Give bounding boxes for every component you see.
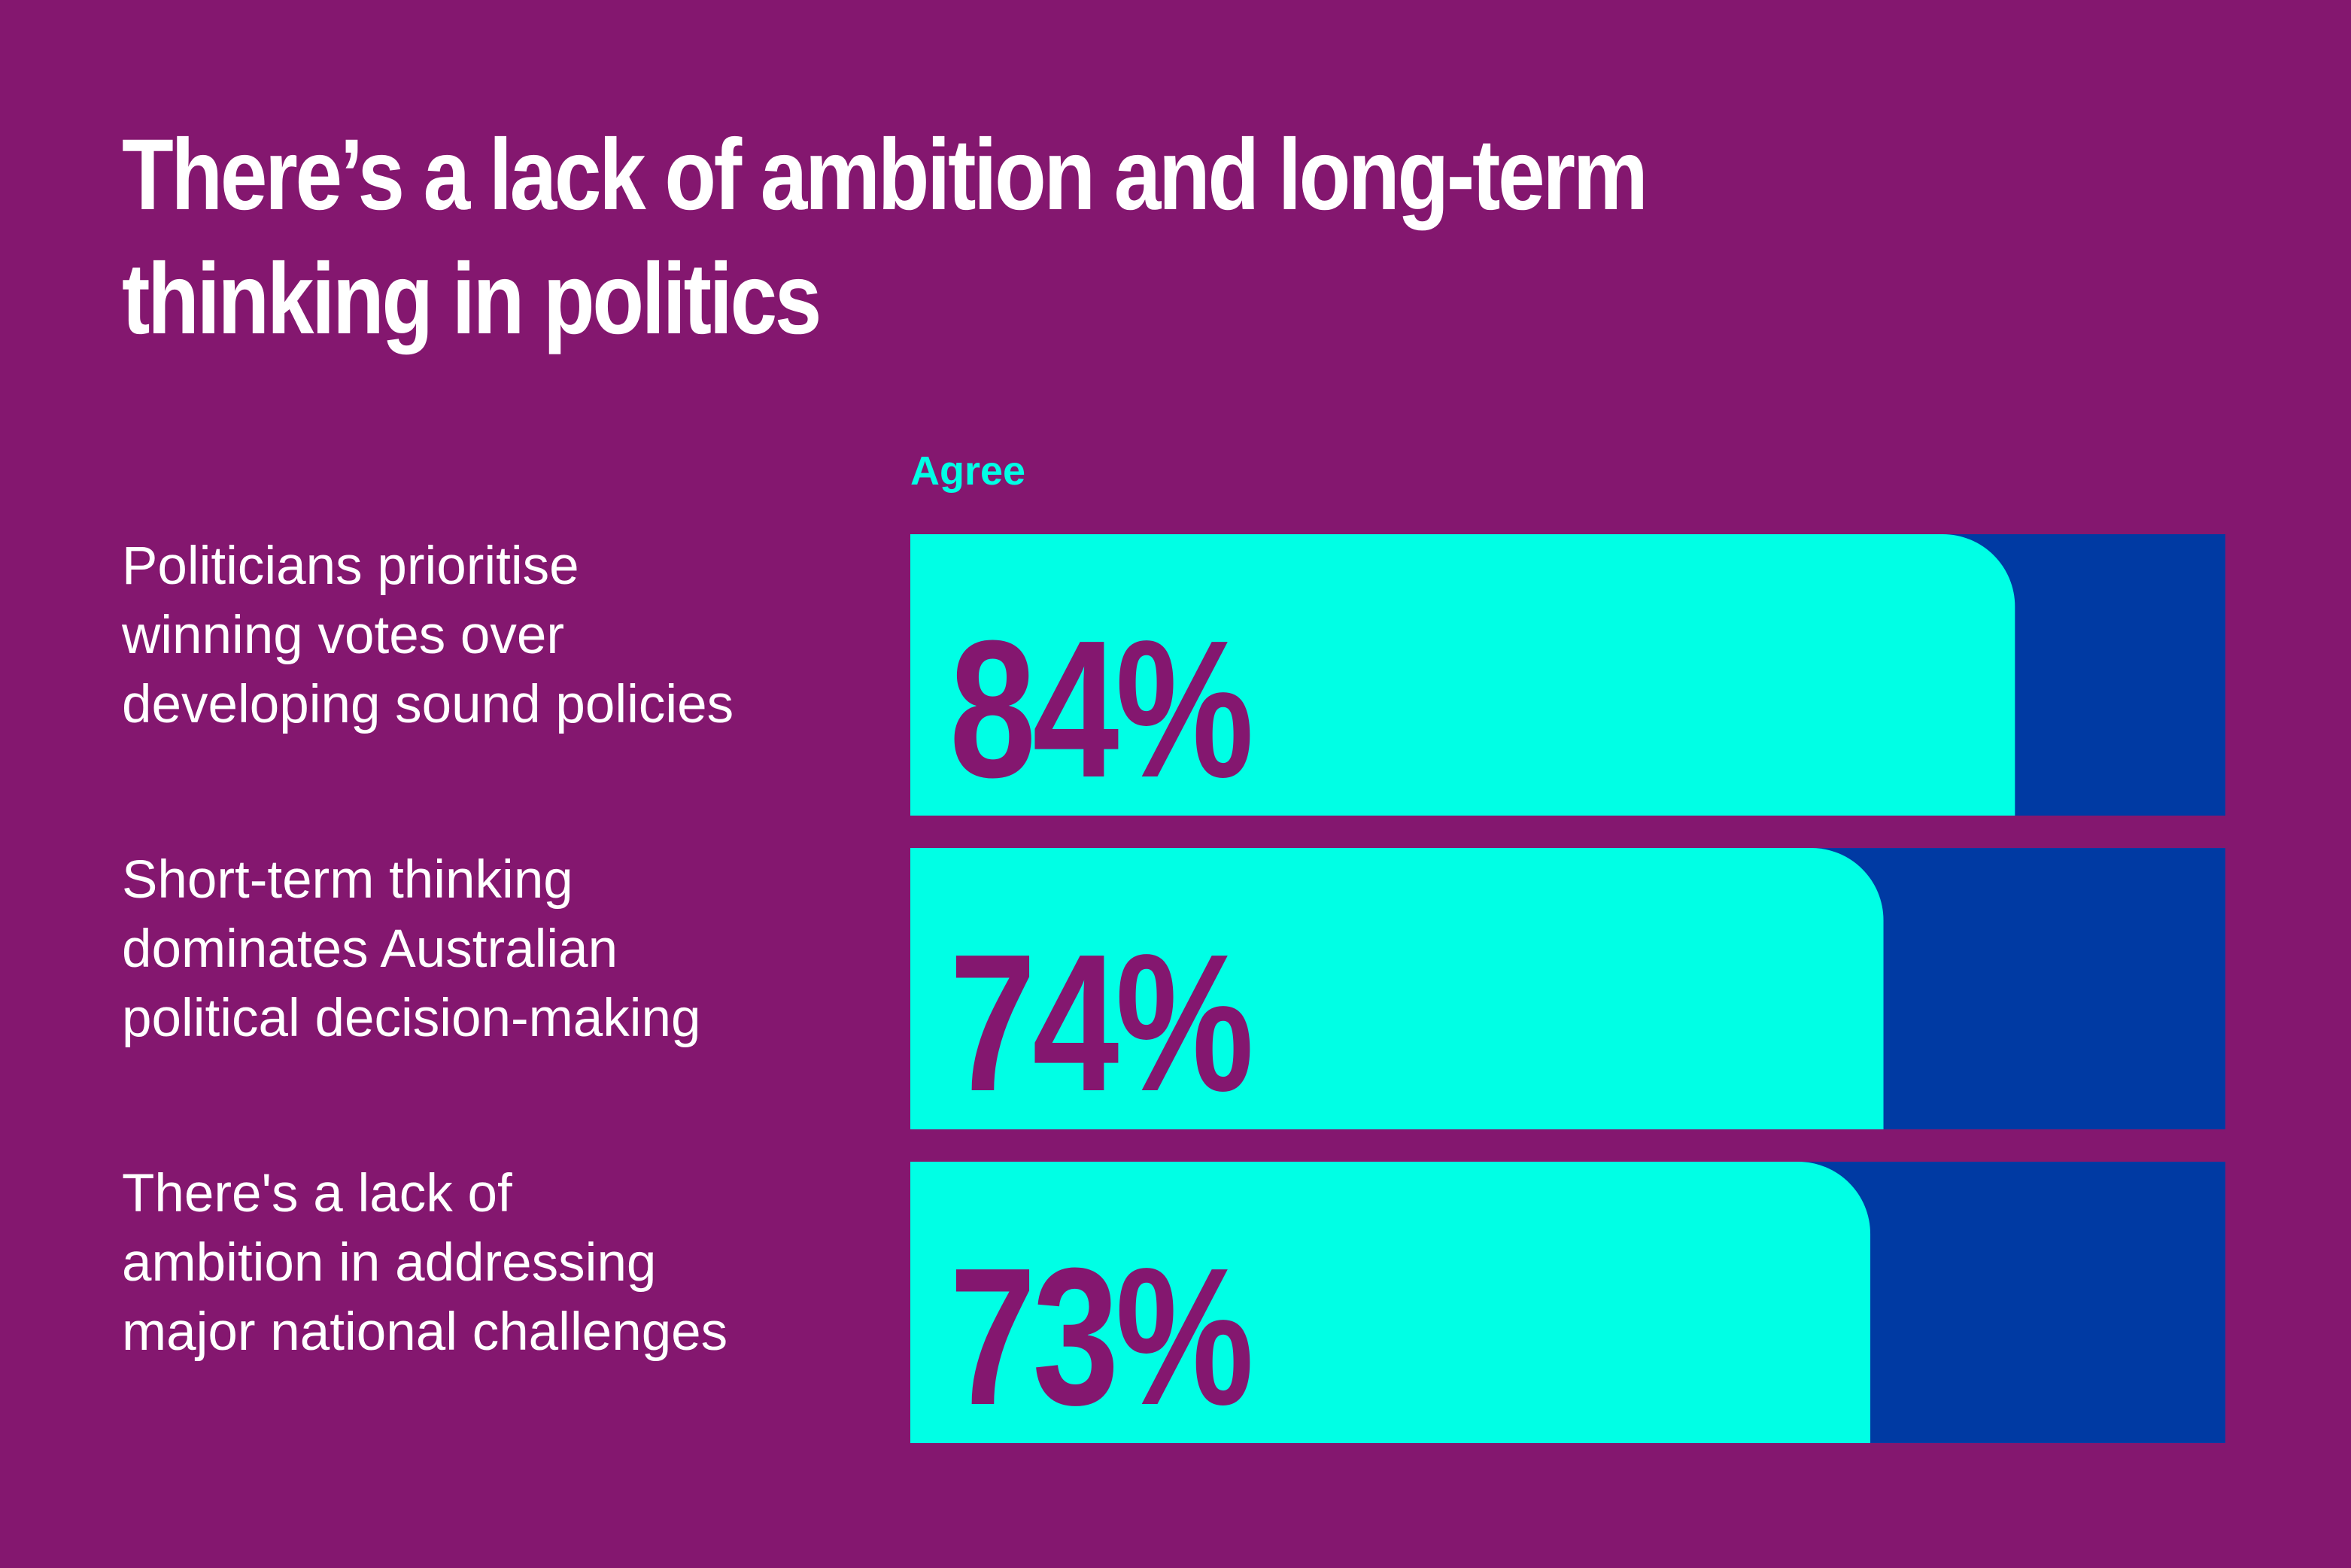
chart-title: There’s a lack of ambition and long-term… bbox=[122, 119, 1648, 355]
category-label-line: ambition in addressing bbox=[122, 1233, 657, 1293]
bar-value-label: 73% bbox=[949, 1228, 1252, 1446]
bar-agree bbox=[910, 1162, 1871, 1443]
category-label: There's a lack of ambition in addressing… bbox=[122, 1159, 897, 1367]
bar-value-label: 74% bbox=[949, 914, 1252, 1132]
category-label-line: winning votes over bbox=[122, 606, 565, 665]
legend-label-agree: Agree bbox=[910, 448, 1026, 494]
category-label-line: Politicians prioritise bbox=[122, 536, 579, 596]
category-label-line: dominates Australian bbox=[122, 919, 618, 979]
category-label-line: Short-term thinking bbox=[122, 850, 573, 910]
bar-value-label: 84% bbox=[949, 600, 1252, 819]
category-label-line: political decision-making bbox=[122, 989, 701, 1048]
category-label: Short-term thinking dominates Australian… bbox=[122, 846, 897, 1053]
category-label-line: developing sound policies bbox=[122, 675, 734, 734]
bars-group: 84% 74% 73% bbox=[910, 534, 2225, 1446]
bar-agree bbox=[910, 848, 1884, 1129]
bar-agree bbox=[910, 534, 2015, 816]
category-label-line: There's a lack of bbox=[122, 1164, 512, 1223]
category-label: Politicians prioritise winning votes ove… bbox=[122, 532, 897, 740]
category-label-line: major national challenges bbox=[122, 1302, 728, 1362]
